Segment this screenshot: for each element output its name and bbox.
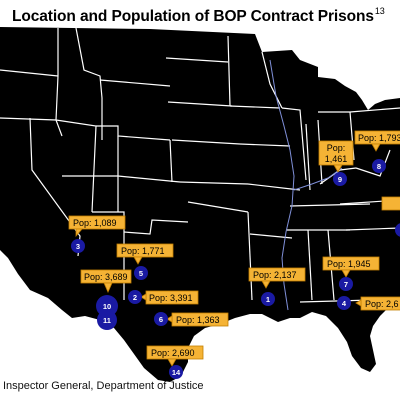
svg-text:4: 4 xyxy=(342,299,347,308)
border-wv-va xyxy=(355,149,391,177)
title-footnote: 13 xyxy=(374,6,385,16)
marker-7: 7 xyxy=(339,277,353,291)
border-ne-ks xyxy=(171,139,241,145)
svg-text:10: 10 xyxy=(103,302,111,311)
svg-text:5: 5 xyxy=(139,269,143,278)
callout-9-label: Pop: 1,461 xyxy=(325,143,348,164)
border-mn-ia xyxy=(229,105,281,109)
callout-10-label: Pop: 3,689 xyxy=(84,272,128,282)
border-co-nm xyxy=(117,175,181,183)
marker-3: 3 xyxy=(71,239,85,253)
svg-text:9: 9 xyxy=(338,175,342,184)
callouts: Pop: 1,089 Pop: 1,771 Pop: 3,689 Pop: 3,… xyxy=(68,130,400,367)
marker-9: 9 xyxy=(333,172,347,186)
svg-text:14: 14 xyxy=(172,368,181,377)
callout-4-label: Pop: 2,6 xyxy=(365,299,399,309)
callout-4: Pop: 2,6 xyxy=(355,296,400,311)
marker-14: 14 xyxy=(169,365,183,379)
callout-7: Pop: 1,945 xyxy=(322,256,380,278)
marker-10: 10 xyxy=(96,295,118,317)
callout-7-label: Pop: 1,945 xyxy=(327,259,371,269)
border-ks-ok xyxy=(179,181,249,185)
callout-9: Pop: 1,461 xyxy=(318,140,354,173)
border-ia-mo xyxy=(239,143,291,147)
border-il-in xyxy=(305,123,311,191)
callout-1-label: Pop: 2,137 xyxy=(253,270,297,280)
marker-5: 5 xyxy=(134,266,148,280)
callout-1: Pop: 2,137 xyxy=(248,267,306,289)
callout-5: Pop: 1,771 xyxy=(116,243,174,265)
map-title: Location and Population of BOP Contract … xyxy=(12,6,392,26)
border-nm-tx xyxy=(123,219,189,235)
border-wa-or xyxy=(0,69,59,77)
marker-1: 1 xyxy=(261,292,275,306)
ohio-river xyxy=(293,167,343,191)
state-borders xyxy=(0,27,400,303)
border-mt-wy xyxy=(99,79,171,87)
svg-text:8: 8 xyxy=(377,162,381,171)
border-dakotas-mn xyxy=(227,35,231,107)
marker-6: 6 xyxy=(154,312,168,326)
border-sd-ne xyxy=(167,101,233,107)
svg-text:11: 11 xyxy=(103,316,111,325)
marker-2: 2 xyxy=(128,290,142,304)
border-tx-la xyxy=(247,211,253,301)
callout-2: Pop: 3,391 xyxy=(140,290,199,305)
svg-text:1: 1 xyxy=(266,295,270,304)
marker-4: 4 xyxy=(337,296,351,310)
callout-10: Pop: 3,689 xyxy=(80,269,132,293)
markers: 3 5 2 10 11 6 14 1 7 4 9 8 xyxy=(71,159,400,379)
svg-text:6: 6 xyxy=(159,315,163,324)
callout-3: Pop: 1,089 xyxy=(68,215,126,238)
callout-offscreen xyxy=(381,196,400,211)
svg-text:3: 3 xyxy=(76,242,80,251)
callout-6-label: Pop: 1,363 xyxy=(176,315,220,325)
callout-14: Pop: 2,690 xyxy=(146,345,204,367)
border-mo-ar xyxy=(247,183,301,191)
callout-2-label: Pop: 3,391 xyxy=(149,293,193,303)
callout-3-label: Pop: 1,089 xyxy=(73,218,117,228)
border-co-ks xyxy=(169,139,173,183)
svg-text:7: 7 xyxy=(344,280,348,289)
callout-14-label: Pop: 2,690 xyxy=(151,348,195,358)
marker-offscreen xyxy=(395,223,400,237)
border-or-id-nv xyxy=(55,28,59,121)
callout-8: Pop: 1,793 xyxy=(354,130,400,152)
source-credit: Inspector General, Department of Justice xyxy=(3,380,204,392)
marker-11: 11 xyxy=(97,310,117,330)
border-mn-wi xyxy=(261,51,283,109)
border-wi-il xyxy=(281,107,307,181)
border-ms-al xyxy=(307,229,313,301)
map-title-text: Location and Population of BOP Contract … xyxy=(12,8,374,25)
border-id-mt xyxy=(75,27,103,99)
marker-8: 8 xyxy=(372,159,386,173)
svg-text:2: 2 xyxy=(133,293,137,302)
border-nc-sc xyxy=(345,227,400,231)
border-nd-sd xyxy=(165,57,229,63)
border-ky-tn xyxy=(289,203,371,207)
callout-5-label: Pop: 1,771 xyxy=(121,246,165,256)
border-ok-tx xyxy=(187,201,249,213)
callout-8-label: Pop: 1,793 xyxy=(358,133,400,143)
border-wy-id-ut xyxy=(96,125,171,141)
border-pa-ny xyxy=(349,107,400,113)
callout-6: Pop: 1,363 xyxy=(166,312,229,327)
